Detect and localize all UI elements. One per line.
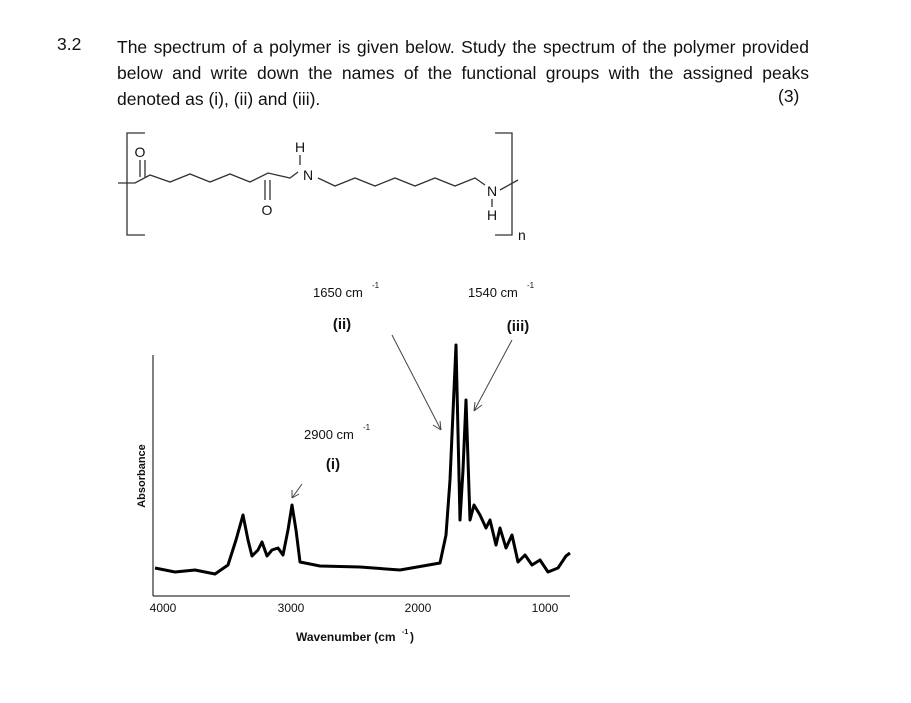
question-number: 3.2	[57, 34, 82, 54]
spectrum-curve	[154, 343, 571, 576]
axes	[152, 355, 570, 597]
atom: O	[135, 144, 146, 160]
question-marks: (3)	[778, 86, 800, 106]
peak-exponent: -1	[527, 281, 535, 290]
atom: N	[303, 167, 313, 183]
peak-label: (ii)	[333, 316, 351, 333]
peak-label: (iii)	[507, 318, 530, 335]
peak-exponent: -1	[363, 423, 371, 432]
structure-bonds	[118, 132, 519, 236]
question-text: The spectrum of a polymer is given below…	[117, 37, 809, 109]
x-tick-label: 3000	[278, 601, 305, 615]
x-axis-label-close: )	[410, 630, 414, 644]
arrows	[291, 334, 513, 499]
x-axis-exponent: -1	[402, 629, 408, 636]
repeat-unit: n	[518, 227, 526, 243]
peak-exponent: -1	[372, 281, 380, 290]
x-axis-label: Wavenumber (cm	[296, 630, 396, 644]
peak-wavenumber: 2900 cm	[304, 427, 354, 442]
atom: N	[487, 183, 497, 199]
atom: H	[295, 139, 305, 155]
peak-label: (i)	[326, 456, 340, 473]
atom: O	[262, 202, 273, 218]
atom: H	[487, 207, 497, 223]
x-tick-label: 4000	[150, 601, 177, 615]
peak-wavenumber: 1650 cm	[313, 285, 363, 300]
x-tick-label: 2000	[405, 601, 432, 615]
peak-wavenumber: 1540 cm	[468, 285, 518, 300]
x-tick-label: 1000	[532, 601, 559, 615]
y-axis-label: Absorbance	[136, 444, 148, 508]
